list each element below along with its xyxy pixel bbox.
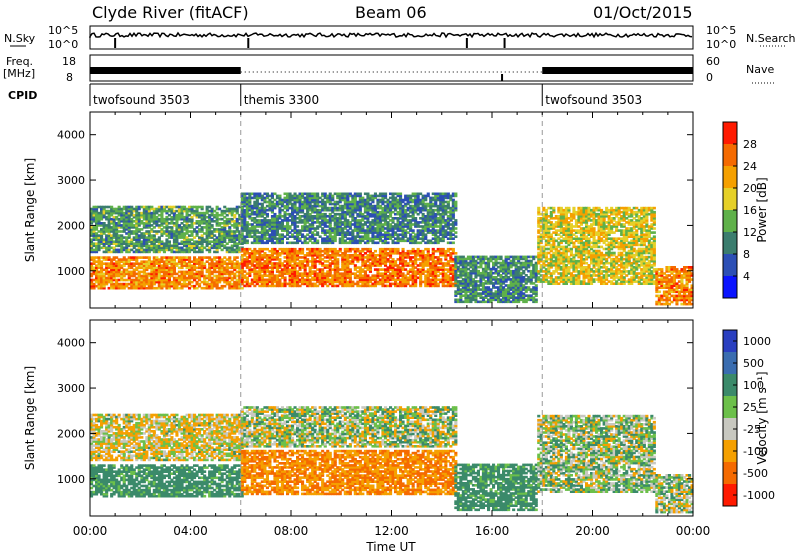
heatmap-cell [236,256,239,259]
heatmap-cell [412,229,415,232]
noise-sky-line [90,33,692,38]
heatmap-cell [188,256,191,259]
heatmap-cell [278,195,281,198]
noise-panel-frame [90,26,693,49]
heatmap-cell [278,258,281,261]
heatmap-cell [148,256,151,259]
heatmap-cell [301,248,304,251]
heatmap-cell [402,248,405,251]
heatmap-cell [369,248,372,251]
nave-label: Nave [746,63,774,76]
cpid-segment-label: twofsound 3503 [545,93,642,107]
heatmap-cell [454,193,457,196]
noise-left-tick-top: 10^5 [48,24,78,37]
noise-left-tick-bottom: 10^0 [48,38,78,51]
heatmap-cell [211,224,214,227]
freq-right-tick-top: 60 [706,55,720,68]
heatmap-cell [439,258,442,261]
heatmap-cell [168,240,171,243]
freq-right-tick-bottom: 0 [706,71,713,84]
freq-left-tick-bottom: 8 [66,71,73,84]
radar-title: Clyde River (fitACF) [92,3,249,22]
freq-left-tick-top: 18 [62,55,76,68]
heatmap-cell [454,219,457,222]
heatmap-cell [427,248,430,251]
cpid-segment-label: twofsound 3503 [93,93,190,107]
heatmap-cell [399,193,402,196]
heatmap-cell [316,231,319,234]
heatmap-cell [284,277,287,280]
heatmap-cell [452,248,455,251]
heatmap-cell [384,193,387,196]
heatmap-cell [454,227,457,230]
heatmap-cell [454,235,457,238]
noise-left-label: N.Sky [4,32,36,45]
cpid-label: CPID [8,89,37,102]
heatmap-cell [316,240,319,243]
heatmap-cell [246,240,249,243]
noise-right-tick-top: 10^5 [706,24,736,37]
heatmap-cell [339,248,342,251]
freq-trace [90,67,693,81]
cpid-segments: twofsound 3503 themis 3300 twofsound 3503 [90,84,642,107]
heatmap-cell [228,256,231,259]
heatmap-cell [336,258,339,261]
heatmap-cell [454,231,457,234]
heatmap-cell [201,206,204,209]
heatmap-cell [316,193,319,196]
heatmap-cell [296,225,299,228]
heatmap-cell [452,242,455,245]
heatmap-cell [374,250,377,253]
beam-title: Beam 06 [355,3,427,22]
heatmap-cell [349,268,352,271]
heatmap-cell [359,193,362,196]
heatmap-cell [454,201,457,204]
date-title: 01/Oct/2015 [593,3,693,22]
noise-right-tick-bottom: 10^0 [706,38,736,51]
heatmap-cell [414,217,417,220]
heatmap-cell [427,193,430,196]
heatmap-cell [387,242,390,245]
heatmap-cell [454,252,457,255]
heatmap-cell [266,213,269,216]
freq-band-block [90,67,241,74]
noise-trace [90,33,692,48]
heatmap-cell [397,248,400,251]
noise-right-label: N.Search [746,32,796,45]
cpid-segment-label: themis 3300 [244,93,319,107]
freq-label-line2: [MHz] [3,67,35,80]
freq-band-block [542,67,693,74]
